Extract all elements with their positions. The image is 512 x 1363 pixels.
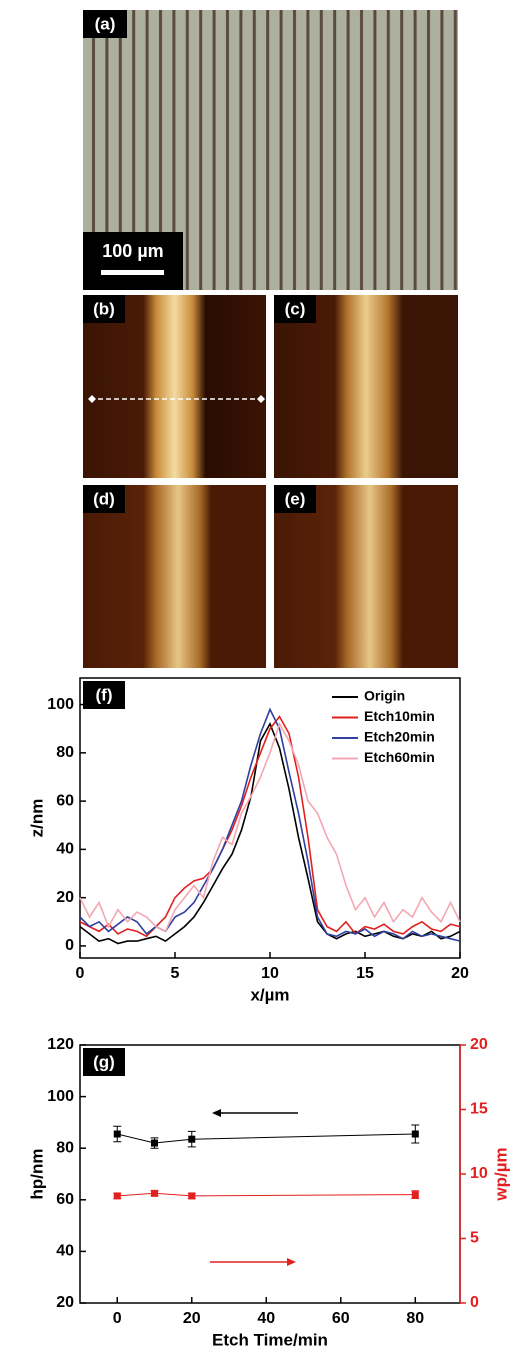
y-tick-label: 80 — [56, 1139, 74, 1156]
x-axis-label: x/µm — [250, 985, 289, 1004]
x-tick-label: 40 — [257, 1310, 275, 1327]
series-line — [79, 715, 461, 938]
series-line — [79, 722, 461, 945]
panel-label: (d) — [93, 489, 115, 508]
label-box — [83, 10, 127, 38]
legend-label: Etch60min — [364, 749, 435, 765]
series-line — [79, 721, 461, 933]
y-tick-label: 40 — [56, 1243, 74, 1260]
afm-image — [274, 485, 458, 668]
legend-label: Etch10min — [364, 708, 435, 724]
legend-label: Etch20min — [364, 729, 435, 745]
y-axis-label: hp/nm — [27, 1149, 46, 1200]
x-tick-label: 10 — [261, 965, 279, 982]
scale-label: 100 µm — [102, 241, 163, 261]
series-line — [79, 707, 461, 942]
y-tick-label: 0 — [65, 937, 74, 954]
marker — [188, 1135, 196, 1143]
y2-axis-label: wp/µm — [491, 1147, 510, 1201]
afm-image — [83, 485, 266, 668]
marker — [188, 1192, 196, 1200]
legend-label: Origin — [364, 688, 405, 704]
y2-tick-label: 0 — [470, 1294, 479, 1311]
label-box — [274, 485, 316, 513]
label-box — [83, 681, 125, 709]
y-axis-label: z/nm — [27, 799, 46, 838]
scale-box — [83, 232, 183, 290]
y-tick-label: 20 — [56, 1294, 74, 1311]
afm-image — [274, 295, 458, 478]
x-tick-label: 5 — [171, 965, 180, 982]
marker — [113, 1192, 121, 1200]
panel-label: (g) — [93, 1052, 115, 1071]
y-tick-label: 100 — [47, 1088, 74, 1105]
y-tick-label: 60 — [56, 1191, 74, 1208]
y2-tick-label: 10 — [470, 1165, 488, 1182]
x-tick-label: 20 — [451, 965, 469, 982]
y-tick-label: 60 — [56, 792, 74, 809]
label-box — [274, 295, 316, 323]
marker — [151, 1139, 159, 1147]
panel-label: (c) — [285, 299, 306, 318]
marker — [411, 1191, 419, 1199]
label-box — [83, 485, 125, 513]
y-tick-label: 80 — [56, 744, 74, 761]
label-box — [83, 1048, 125, 1076]
marker — [411, 1130, 419, 1138]
y2-tick-label: 20 — [470, 1036, 488, 1053]
y-tick-label: 40 — [56, 841, 74, 858]
x-tick-label: 80 — [406, 1310, 424, 1327]
panel-label: (a) — [95, 14, 116, 33]
panel-label: (e) — [285, 489, 306, 508]
x-tick-label: 20 — [183, 1310, 201, 1327]
arrow-head — [212, 1109, 221, 1117]
panel-label: (b) — [93, 299, 115, 318]
x-tick-label: 60 — [332, 1310, 350, 1327]
x-tick-label: 0 — [113, 1310, 122, 1327]
y-tick-label: 100 — [47, 696, 74, 713]
marker — [113, 1130, 121, 1138]
panel-label: (f) — [96, 685, 113, 704]
y2-tick-label: 15 — [470, 1101, 488, 1118]
x-tick-label: 0 — [76, 965, 85, 982]
y-tick-label: 120 — [47, 1036, 74, 1053]
arrow-head — [287, 1258, 296, 1266]
marker — [151, 1189, 159, 1197]
x-tick-label: 15 — [356, 965, 374, 982]
series-line — [117, 1192, 416, 1197]
label-box — [83, 295, 125, 323]
plot-frame — [79, 1044, 461, 1304]
y-tick-label: 20 — [56, 889, 74, 906]
afm-image — [83, 295, 266, 478]
series-line — [117, 1133, 416, 1144]
y2-tick-label: 5 — [470, 1230, 479, 1247]
x-axis-label: Etch Time/min — [212, 1330, 328, 1349]
scale-bar — [101, 270, 164, 275]
